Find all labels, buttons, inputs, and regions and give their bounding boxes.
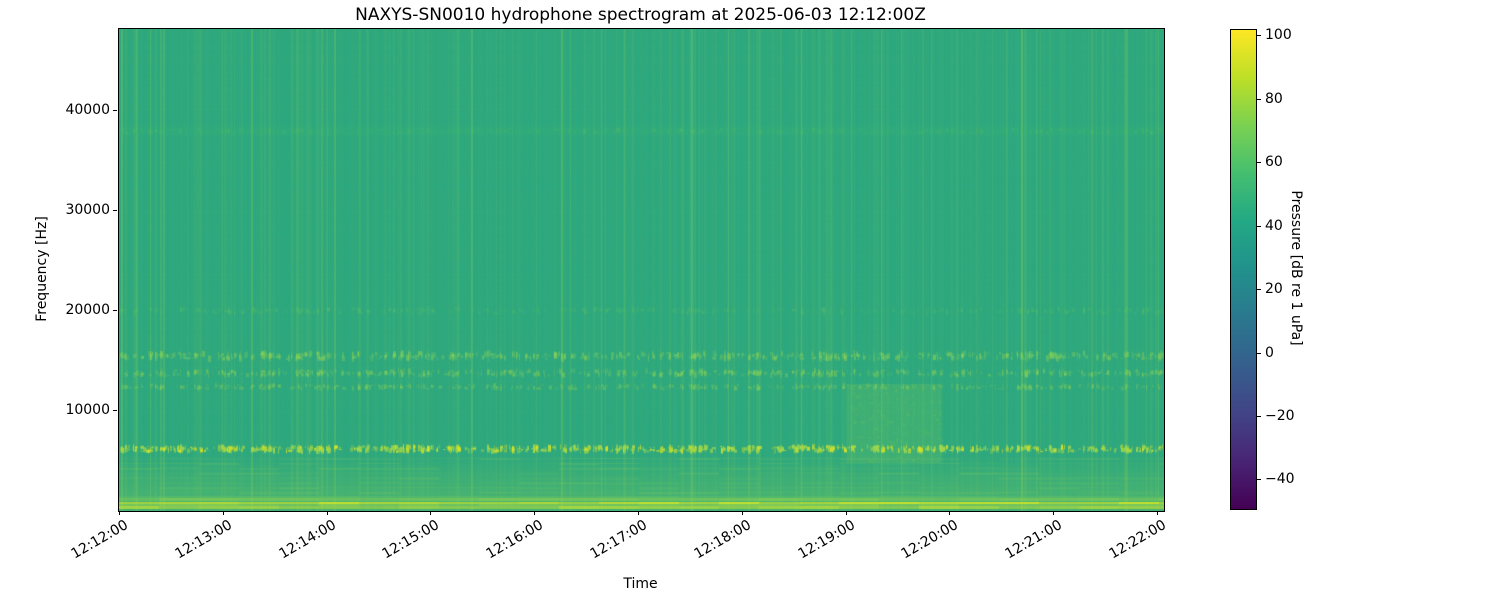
- colorbar-tick-mark: [1257, 35, 1261, 37]
- colorbar-tick-mark: [1257, 225, 1261, 227]
- y-tick-label: 40000: [65, 102, 110, 118]
- colorbar-tick-label: 20: [1265, 281, 1283, 298]
- colorbar-tick-mark: [1257, 98, 1261, 100]
- colorbar-tick-label: −20: [1265, 408, 1295, 424]
- colorbar-tick-label: 100: [1265, 27, 1292, 44]
- y-tick-mark: [113, 410, 117, 411]
- x-tick-mark: [845, 511, 847, 515]
- y-tick-label: 20000: [65, 302, 110, 318]
- y-tick-mark: [113, 210, 117, 211]
- x-tick-mark: [534, 511, 536, 515]
- x-tick-mark: [949, 511, 951, 515]
- x-tick-mark: [222, 511, 224, 515]
- colorbar-tick-label: 60: [1265, 154, 1283, 171]
- x-tick-mark: [741, 511, 743, 515]
- x-tick-label: 12:13:00: [172, 517, 235, 563]
- colorbar: [1230, 29, 1257, 510]
- colorbar-tick-mark: [1257, 162, 1261, 164]
- colorbar-tick-label: −40: [1265, 471, 1295, 488]
- x-tick-label: 12:17:00: [587, 517, 650, 563]
- colorbar-tick-mark: [1257, 352, 1261, 354]
- y-tick-mark: [113, 110, 117, 111]
- colorbar-tick-label: 80: [1265, 90, 1283, 107]
- colorbar-tick-mark: [1257, 479, 1261, 481]
- x-tick-mark: [1157, 511, 1158, 515]
- x-tick-mark: [119, 511, 120, 515]
- x-tick-label: 12:22:00: [1106, 517, 1169, 563]
- x-tick-label: 12:16:00: [483, 517, 547, 563]
- y-tick-label: 30000: [65, 202, 110, 218]
- colorbar-tick-label: 40: [1265, 217, 1283, 234]
- spectrogram-heatmap: [119, 29, 1164, 511]
- x-tick-label: 12:18:00: [691, 517, 754, 563]
- x-tick-label: 12:14:00: [276, 517, 339, 563]
- x-tick-label: 12:21:00: [1002, 517, 1066, 563]
- x-tick-mark: [430, 511, 432, 515]
- x-tick-label: 12:15:00: [379, 517, 443, 563]
- x-tick-mark: [638, 511, 639, 515]
- colorbar-label: Pressure [dB re 1 uPa]: [1288, 190, 1304, 346]
- y-tick-mark: [113, 310, 117, 311]
- x-tick-mark: [326, 511, 328, 515]
- x-tick-mark: [1053, 511, 1055, 515]
- y-tick-label: 10000: [65, 402, 110, 418]
- colorbar-tick-mark: [1257, 416, 1261, 417]
- x-tick-label: 12:19:00: [795, 517, 858, 563]
- x-tick-label: 12:20:00: [898, 517, 962, 563]
- x-tick-label: 12:12:00: [68, 517, 131, 563]
- colorbar-tick-label: 0: [1265, 344, 1274, 361]
- plot-area: [118, 28, 1165, 512]
- colorbar-tick-mark: [1257, 289, 1261, 291]
- x-axis-label: Time: [623, 576, 658, 592]
- chart-title: NAXYS-SN0010 hydrophone spectrogram at 2…: [355, 5, 926, 25]
